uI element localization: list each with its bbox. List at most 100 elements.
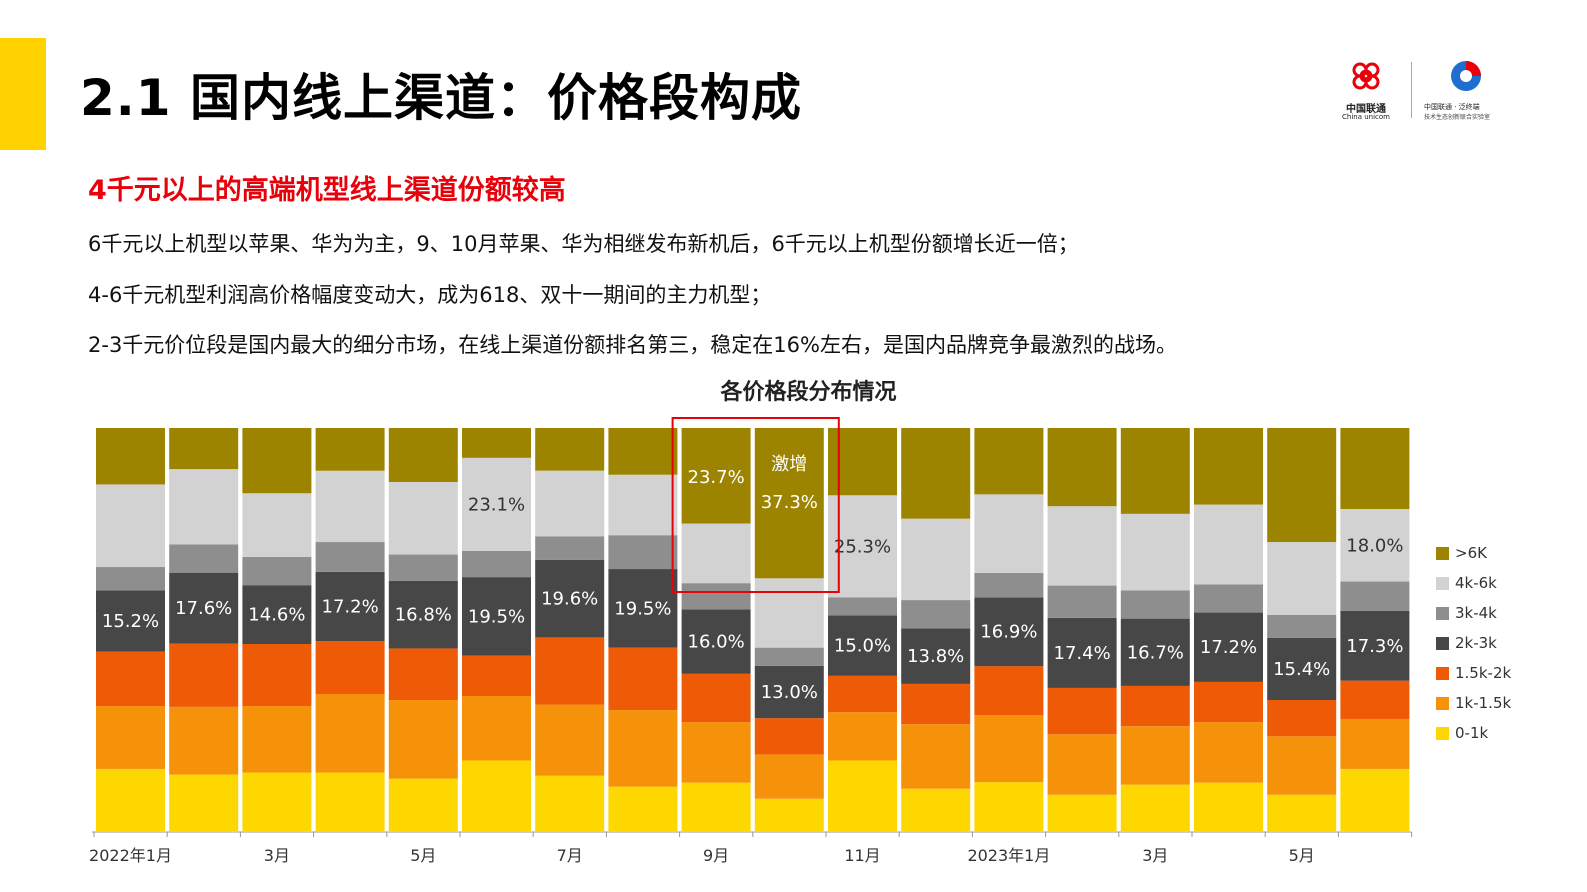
legend-item: 0-1k xyxy=(1436,718,1511,748)
bar-segment-4k6k-12 xyxy=(974,494,1044,573)
bar-segment-6K-7 xyxy=(608,428,678,475)
bar-segment-2k3k-14 xyxy=(1120,618,1190,686)
data-label: 19.5% xyxy=(614,598,671,619)
bar-segment-6K-13 xyxy=(1047,428,1117,507)
bar-segment-01k-6 xyxy=(535,775,605,831)
bar-segment-6K-15 xyxy=(1194,428,1263,505)
data-label: 25.3% xyxy=(834,536,891,557)
bar-segment-1k15k-4 xyxy=(388,700,458,779)
bar-segment-15k2k-9 xyxy=(754,718,824,755)
bar-segment-4k6k-14 xyxy=(1120,513,1190,591)
data-label: 17.6% xyxy=(175,598,232,619)
bar-segment-2k3k-5 xyxy=(462,577,531,656)
bar-segment-6K-16 xyxy=(1267,428,1337,543)
legend-swatch xyxy=(1436,546,1449,560)
x-tick-label: 5月 xyxy=(1289,846,1315,865)
bar-segment-2k3k-3 xyxy=(315,571,385,642)
bar-segment-6K-0 xyxy=(96,428,165,485)
bar-segment-15k2k-7 xyxy=(608,647,678,711)
bar-segment-3k4k-17 xyxy=(1340,581,1410,611)
legend-item: 2k-3k xyxy=(1436,628,1511,658)
bar-segment-4k6k-6 xyxy=(535,470,605,537)
legend-label: 2k-3k xyxy=(1455,634,1497,652)
bar-segment-01k-8 xyxy=(681,782,751,831)
bar-segment-01k-5 xyxy=(462,760,531,831)
legend-swatch xyxy=(1436,696,1449,710)
legend-swatch xyxy=(1436,636,1449,650)
data-label: 23.7% xyxy=(688,467,745,488)
bar-segment-4k6k-11 xyxy=(901,518,971,601)
bar-segment-15k2k-6 xyxy=(535,637,605,705)
bar-segment-6K-14 xyxy=(1120,428,1190,514)
legend-item: >6K xyxy=(1436,538,1511,568)
bar-segment-1k15k-6 xyxy=(535,704,605,776)
bar-segment-15k2k-4 xyxy=(388,648,458,701)
chart-title: 各价格段分布情况 xyxy=(720,380,897,405)
data-label: 17.2% xyxy=(322,597,379,618)
bar-segment-4k6k-4 xyxy=(388,482,458,555)
bar-segment-6K-6 xyxy=(535,428,605,471)
bar-segment-2k3k-7 xyxy=(608,569,678,648)
bar-segment-2k3k-15 xyxy=(1194,612,1263,682)
data-label: 13.8% xyxy=(907,646,964,667)
x-tick-label: 7月 xyxy=(557,846,583,865)
legend-item: 1.5k-2k xyxy=(1436,658,1511,688)
bar-segment-3k4k-10 xyxy=(828,597,897,616)
bar-segment-15k2k-14 xyxy=(1120,685,1190,727)
bar-segment-1k15k-15 xyxy=(1194,722,1263,783)
bar-segment-01k-7 xyxy=(608,786,678,831)
bar-segment-01k-3 xyxy=(315,772,385,831)
accent-bar xyxy=(0,38,46,150)
bar-segment-3k4k-16 xyxy=(1267,614,1337,638)
bar-segment-4k6k-0 xyxy=(96,484,165,568)
bar-segment-15k2k-2 xyxy=(242,644,312,707)
bar-segment-6K-1 xyxy=(169,428,239,470)
bar-segment-2k3k-12 xyxy=(974,597,1044,667)
bar-segment-3k4k-11 xyxy=(901,600,971,629)
legend-swatch xyxy=(1436,666,1449,680)
lab-logo-icon xyxy=(1451,61,1481,91)
bar-segment-1k15k-1 xyxy=(169,706,239,775)
x-tick-label: 3月 xyxy=(264,846,290,865)
bar-segment-1k15k-12 xyxy=(974,714,1044,783)
bar-segment-2k3k-1 xyxy=(169,572,239,644)
legend-swatch xyxy=(1436,576,1449,590)
bar-segment-2k3k-10 xyxy=(828,615,897,676)
bar-segment-2k3k-13 xyxy=(1047,617,1117,688)
legend-item: 1k-1.5k xyxy=(1436,688,1511,718)
bar-segment-3k4k-5 xyxy=(462,550,531,578)
bar-segment-3k4k-8 xyxy=(681,583,751,610)
brand-name: 中国联通 xyxy=(1346,104,1386,115)
x-tick-label: 11月 xyxy=(844,846,880,865)
bar-segment-15k2k-12 xyxy=(974,666,1044,715)
bar-segment-01k-12 xyxy=(974,782,1044,831)
china-unicom-knot-icon xyxy=(1352,62,1380,90)
bar-segment-3k4k-6 xyxy=(535,536,605,560)
bar-segment-3k4k-14 xyxy=(1120,590,1190,619)
bar-segment-6K-11 xyxy=(901,428,971,519)
data-label: 23.1% xyxy=(468,494,525,515)
bar-segment-15k2k-5 xyxy=(462,655,531,696)
legend-label: 1.5k-2k xyxy=(1455,664,1512,682)
bar-segment-6K-9 xyxy=(754,428,824,579)
legend-swatch xyxy=(1436,606,1449,620)
bar-segment-3k4k-15 xyxy=(1194,584,1263,613)
legend-label: 4k-6k xyxy=(1455,574,1497,592)
lab-sub: 技术生态创新联合实验室 xyxy=(1424,114,1491,121)
bar-segment-15k2k-13 xyxy=(1047,687,1117,735)
bar-segment-01k-2 xyxy=(242,772,312,831)
bar-segment-4k6k-8 xyxy=(681,523,751,584)
paragraph-1: 6千元以上机型以苹果、华为为主，9、10月苹果、华为相继发布新机后，6千元以上机… xyxy=(88,232,1079,256)
data-label: 17.4% xyxy=(1054,643,1111,664)
data-label: 17.3% xyxy=(1346,636,1403,657)
data-label: 19.6% xyxy=(541,589,598,610)
bar-segment-4k6k-9 xyxy=(754,578,824,648)
bar-segment-01k-13 xyxy=(1047,794,1117,831)
legend-label: 3k-4k xyxy=(1455,604,1497,622)
chart-legend: >6K 4k-6k 3k-4k 2k-3k 1.5k-2k 1k-1.5k 0-1k xyxy=(1436,538,1511,748)
logo-area: 中国联通 China unicom 中国联通 · 泛终端 技术生态创新联合实验室 xyxy=(1336,56,1521,126)
bar-segment-2k3k-11 xyxy=(901,628,971,684)
bar-segment-6K-8 xyxy=(681,428,751,524)
bar-segment-1k15k-7 xyxy=(608,710,678,787)
bar-segment-6K-12 xyxy=(974,428,1044,495)
